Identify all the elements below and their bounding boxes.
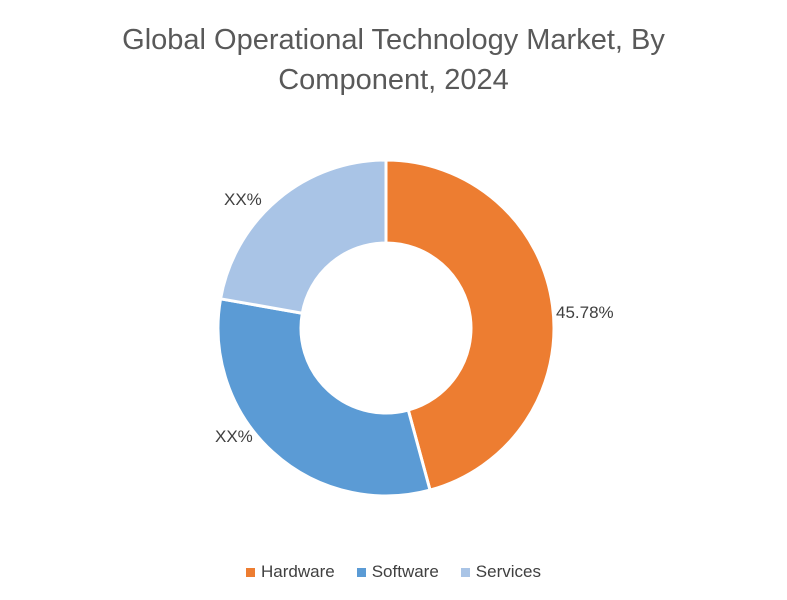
donut-slice-services <box>218 158 388 315</box>
legend-swatch-hardware <box>246 567 255 577</box>
chart-title-line2: Component, 2024 <box>278 64 509 96</box>
data-label-software: XX% <box>215 427 253 446</box>
legend-item-hardware: Hardware <box>246 562 335 582</box>
donut-slice-hardware <box>384 158 556 492</box>
donut-slice-software <box>216 297 432 498</box>
legend-item-software: Software <box>356 562 439 582</box>
chart-title-line1: Global Operational Technology Market, By <box>122 24 665 56</box>
legend-label-services: Services <box>475 562 541 581</box>
data-label-services: XX% <box>224 190 262 209</box>
legend-swatch-software <box>356 567 366 577</box>
legend: Hardware Software Services <box>0 562 787 582</box>
legend-item-services: Services <box>460 562 541 582</box>
legend-label-software: Software <box>371 562 439 581</box>
data-label-hardware: 45.78% <box>556 303 614 322</box>
legend-swatch-services <box>460 567 470 577</box>
legend-label-hardware: Hardware <box>261 562 335 581</box>
